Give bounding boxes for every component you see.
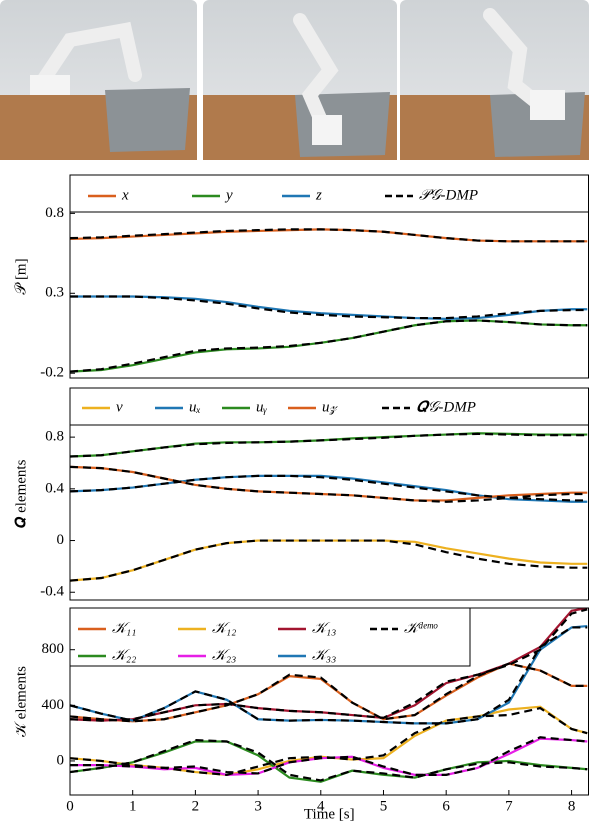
x-tick-label: 2 bbox=[192, 798, 200, 814]
photos bbox=[0, 0, 589, 160]
legend-label: 𝒦ᵈᵉᵐᵒ bbox=[404, 620, 438, 636]
y-tick-label: -0.4 bbox=[40, 584, 64, 600]
series-line bbox=[70, 541, 587, 581]
chart: -0.4 0 0.4 0.8 𝑸 elements ν uₓ uᵧ u𝓏 𝑸𝒢-DMP bbox=[13, 388, 588, 600]
x-axis-label: Time [s] bbox=[304, 806, 355, 822]
reference-line bbox=[70, 541, 587, 581]
legend-label: 𝒦₁₁ bbox=[112, 620, 136, 636]
reference-line bbox=[70, 320, 587, 371]
photo bbox=[0, 0, 197, 160]
series-line bbox=[70, 320, 587, 371]
x-tick-label: 0 bbox=[66, 798, 74, 814]
photo bbox=[400, 0, 589, 160]
reference-line bbox=[70, 467, 587, 502]
y-tick-label: 0 bbox=[57, 532, 65, 548]
legend-label: 𝑸𝒢-DMP bbox=[416, 399, 476, 415]
reference-line bbox=[70, 434, 587, 457]
legend-label: z bbox=[315, 187, 322, 203]
y-tick-label: 800 bbox=[42, 641, 65, 657]
y-tick-label: 0.8 bbox=[45, 429, 64, 445]
legend-label: 𝒦₂₂ bbox=[112, 647, 136, 663]
legend-label: x bbox=[121, 187, 129, 203]
y-tick-label: 0 bbox=[57, 752, 65, 768]
y-axis-label: 𝒦 elements bbox=[13, 666, 29, 737]
y-tick-label: 0.8 bbox=[45, 205, 64, 221]
legend-label: 𝒦₁₃ bbox=[312, 620, 336, 636]
axes-frame bbox=[70, 175, 589, 378]
x-tick-label: 3 bbox=[254, 798, 262, 814]
y-tick-label: 0.4 bbox=[45, 480, 64, 496]
x-tick-label: 1 bbox=[129, 798, 137, 814]
legend-label: 𝒦₂₃ bbox=[212, 647, 236, 663]
x-tick-label: 8 bbox=[568, 798, 576, 814]
y-tick-label: -0.2 bbox=[40, 365, 64, 381]
photo bbox=[203, 0, 397, 160]
x-tick-label: 7 bbox=[505, 798, 513, 814]
plot-area bbox=[70, 229, 587, 371]
legend-label: 𝒦₁₂ bbox=[212, 620, 236, 636]
reference-line bbox=[70, 708, 587, 775]
legend-label: y bbox=[224, 187, 233, 203]
figure: -0.2 0.3 0.8 𝒫 [m] x y z 𝒫𝒢-DMP -0.4 0 0.4 0.8 𝑸 ele… bbox=[0, 0, 589, 825]
legend-label: 𝒫𝒢-DMP bbox=[419, 187, 478, 203]
plot-area bbox=[70, 433, 587, 580]
y-tick-label: 0.3 bbox=[45, 285, 64, 301]
legend-label: ν bbox=[116, 399, 123, 415]
y-axis-label: 𝒫 [m] bbox=[13, 258, 29, 294]
chart: -0.2 0.3 0.8 𝒫 [m] x y z 𝒫𝒢-DMP bbox=[13, 175, 588, 381]
series-line bbox=[70, 296, 587, 318]
y-axis-label: 𝑸 elements bbox=[13, 459, 29, 528]
legend-label: u𝓏 bbox=[322, 399, 339, 415]
legend-label: uₓ bbox=[189, 399, 201, 415]
legend-label: uᵧ bbox=[256, 399, 268, 415]
x-tick-label: 6 bbox=[442, 798, 450, 814]
series-line bbox=[70, 229, 587, 241]
legend-label: 𝒦₃₃ bbox=[312, 647, 336, 663]
y-tick-label: 400 bbox=[42, 697, 65, 713]
series-line bbox=[70, 433, 587, 456]
x-tick-label: 5 bbox=[380, 798, 388, 814]
